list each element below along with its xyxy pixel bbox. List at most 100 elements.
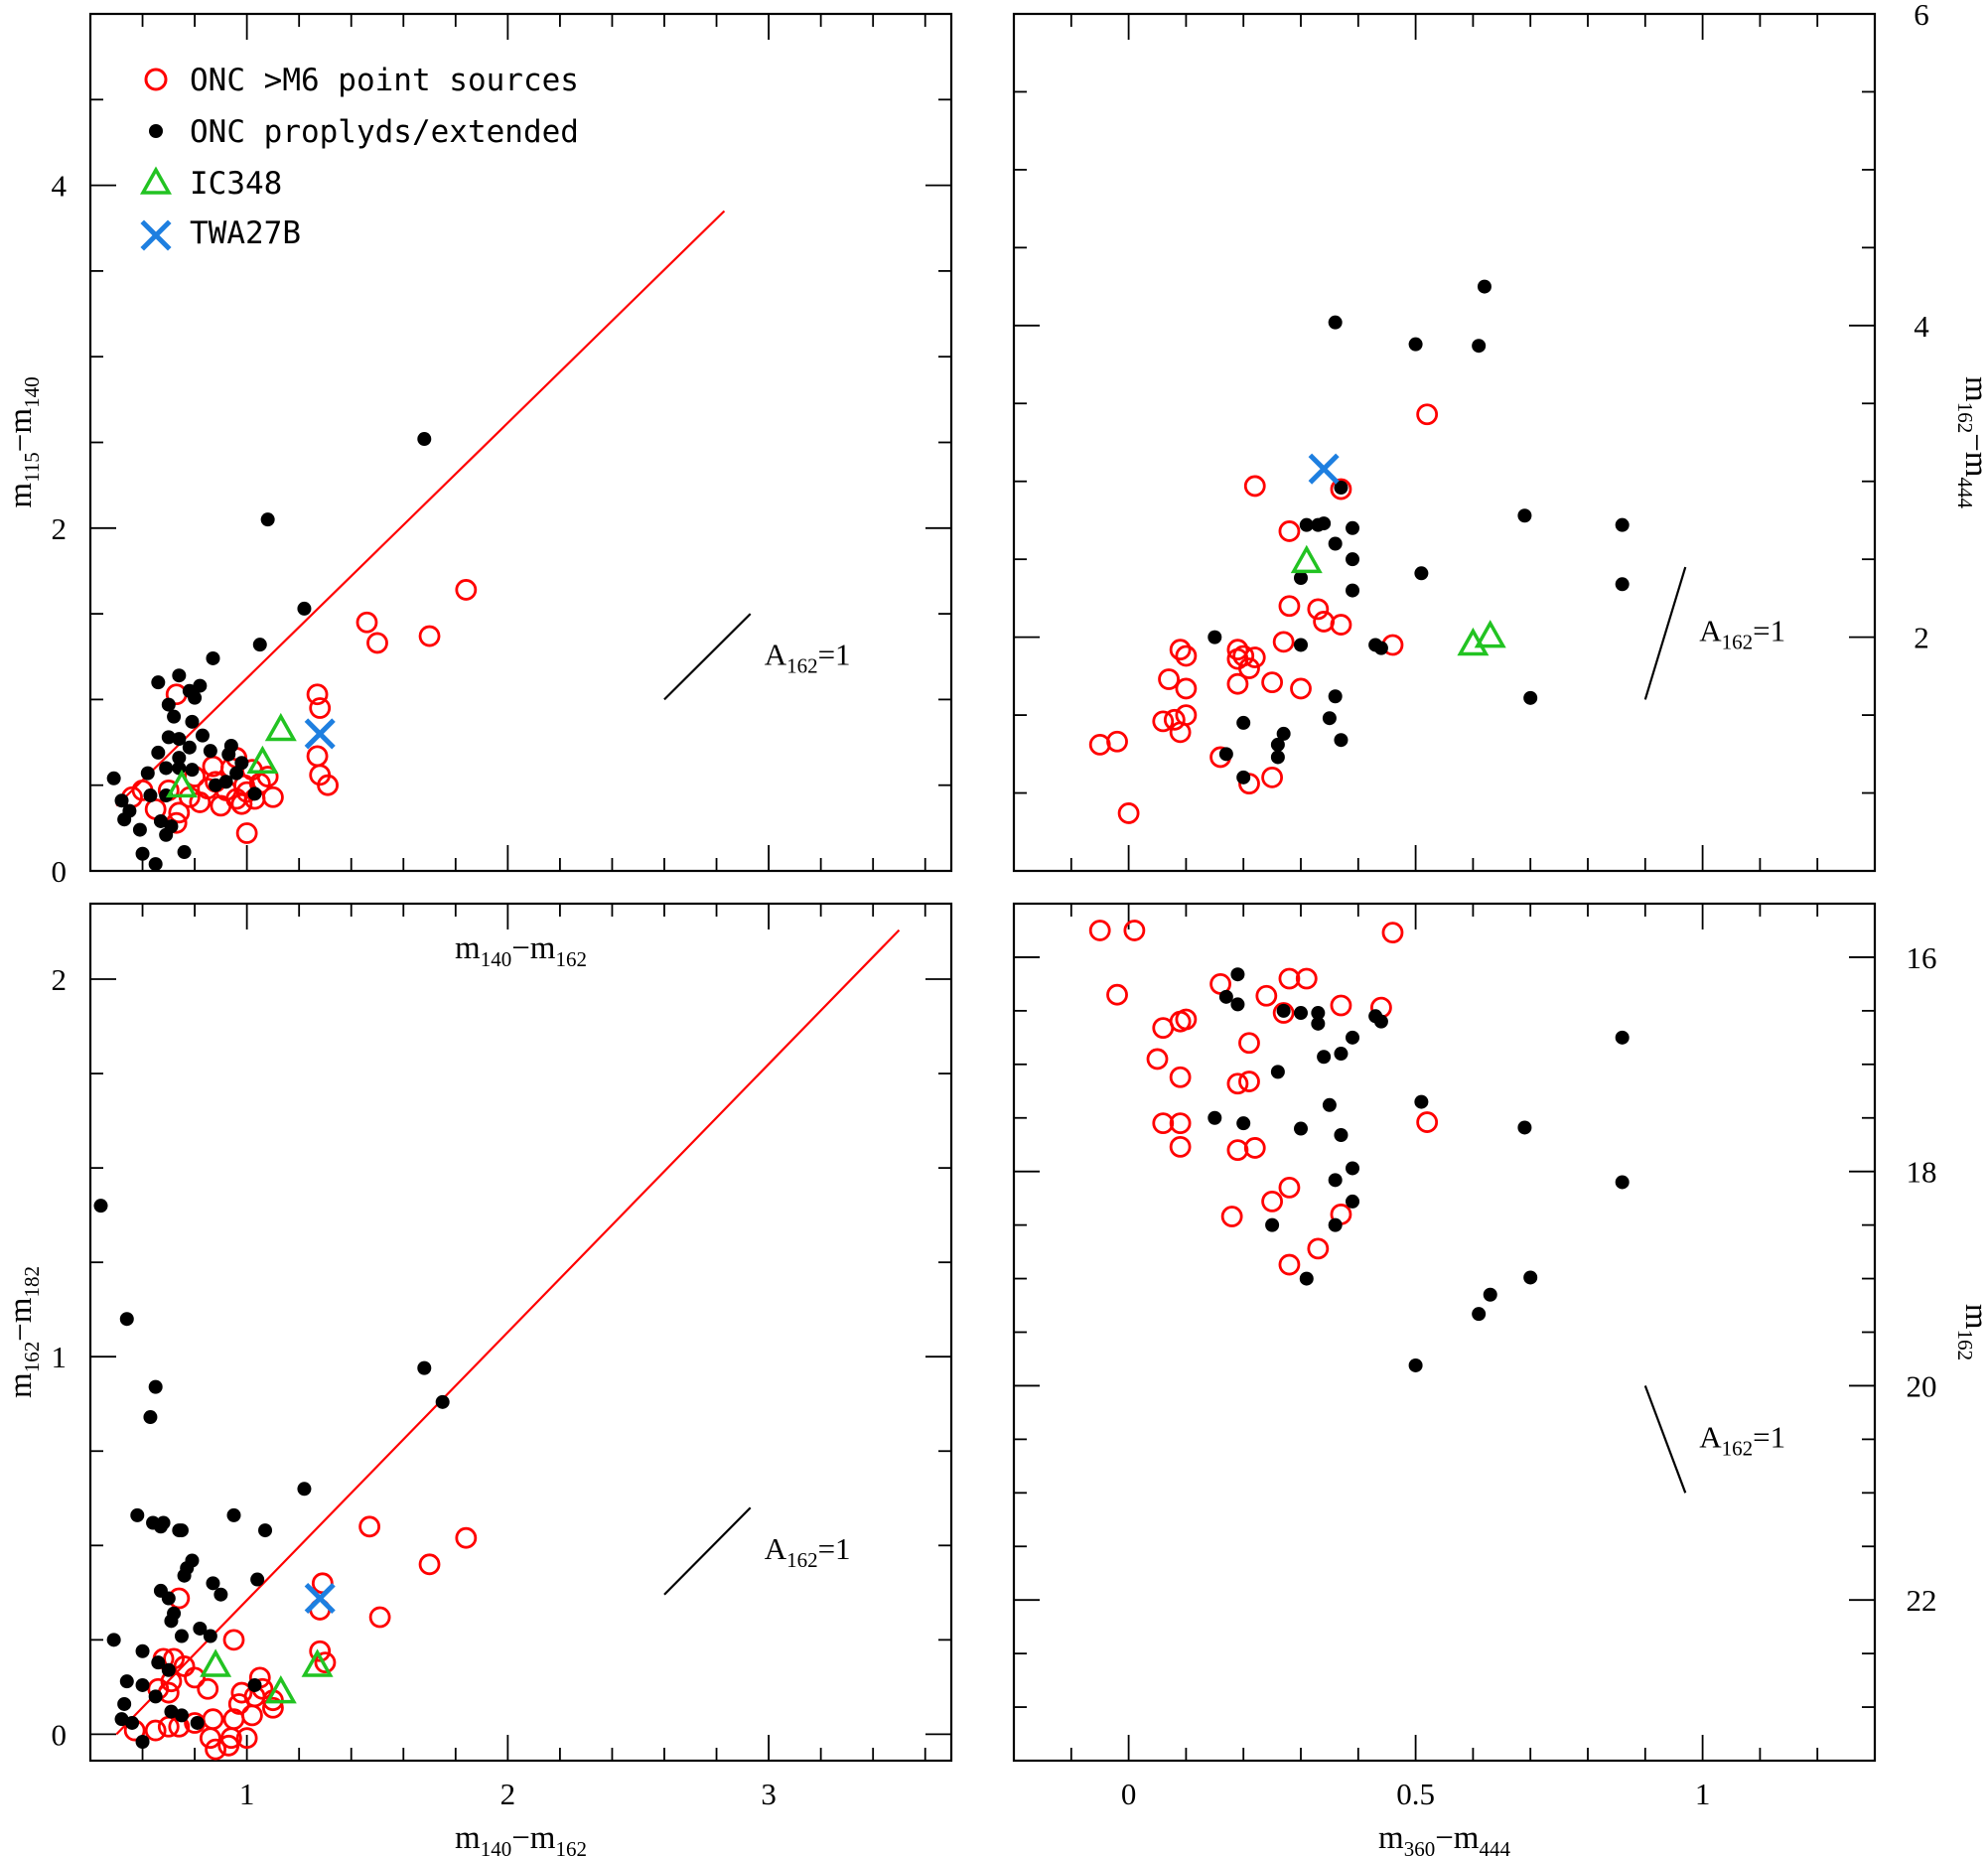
data-point-onc-proplyd [1472,1307,1487,1322]
y-tick-label: 20 [1907,1368,1937,1403]
data-point-onc-proplyd [203,744,217,759]
data-point-onc-proplyd [1322,1097,1337,1112]
data-point-onc-proplyd [106,771,121,785]
data-point-onc-proplyd [177,845,192,860]
data-point-onc-proplyd [435,1394,450,1409]
data-point-onc-proplyd [1615,1175,1630,1190]
data-point-twa27b [304,1582,336,1615]
data-point-onc-proplyd [1408,1357,1423,1372]
data-point-onc-proplyd [195,728,210,743]
data-point-onc-proplyd [135,846,150,861]
data-point-onc-proplyd [1615,1030,1630,1045]
data-point-onc-point-source [1088,920,1111,941]
data-point-onc-proplyd [1328,1173,1343,1188]
data-point-onc-point-source [368,1606,391,1629]
data-point-onc-proplyd [1346,520,1360,535]
reddening-vector [1643,566,1687,700]
data-point-onc-point-source [1330,994,1352,1017]
y-tick-label: 2 [52,962,68,997]
fit-line [115,210,726,807]
data-point-onc-point-source [1290,677,1312,700]
data-point-ic348 [264,712,297,742]
data-point-onc-proplyd [1517,508,1532,523]
data-point-onc-proplyd [1299,517,1314,532]
data-point-onc-proplyd [1299,1271,1314,1286]
data-point-onc-proplyd [164,1704,179,1719]
data-point-onc-proplyd [221,747,236,762]
data-point-onc-point-source [1169,1135,1192,1158]
data-point-onc-point-source [455,579,478,601]
data-point-onc-point-source [1226,639,1249,661]
data-point-onc-proplyd [140,766,155,781]
data-point-onc-point-source [235,1727,258,1750]
y-axis-label: m162 [1953,1304,1988,1360]
data-point-onc-point-source [317,774,339,796]
data-point-onc-proplyd [119,1674,134,1689]
data-point-onc-proplyd [218,775,233,789]
data-point-onc-point-source [1238,1032,1260,1055]
legend-label-ic348: IC348 [190,166,282,202]
data-point-onc-point-source [358,1515,381,1538]
data-point-onc-proplyd [143,1410,158,1425]
data-point-onc-point-source [355,611,378,634]
data-point-onc-point-source [1226,672,1249,695]
data-point-onc-proplyd [151,1655,166,1670]
data-point-onc-proplyd [151,745,166,760]
data-point-onc-point-source [418,1553,441,1576]
data-point-onc-proplyd [174,1629,189,1643]
x-axis-label: m140−m162 [455,1820,587,1856]
data-point-onc-proplyd [1276,1003,1291,1018]
plot-frame [88,902,953,1763]
data-point-onc-proplyd [1270,1065,1285,1079]
data-point-onc-proplyd [1230,997,1245,1012]
data-point-onc-proplyd [117,812,132,827]
data-point-onc-proplyd [1346,1030,1360,1045]
data-point-onc-point-source [1278,1253,1301,1276]
data-point-onc-proplyd [164,1614,179,1629]
data-point-onc-proplyd [143,788,158,803]
y-tick-label: 0 [52,854,68,889]
data-point-onc-point-source [1169,1112,1192,1135]
data-point-onc-proplyd [132,822,147,837]
data-point-onc-proplyd [206,1576,220,1591]
data-point-onc-point-source [1307,598,1330,621]
data-point-onc-point-source [222,1629,245,1651]
data-point-onc-proplyd [1334,1047,1349,1062]
data-point-onc-proplyd [226,1507,241,1522]
data-point-onc-point-source [1226,1139,1249,1162]
data-point-onc-point-source [1226,1072,1249,1095]
data-point-onc-point-source [366,632,388,654]
data-point-onc-proplyd [1615,517,1630,532]
data-point-onc-proplyd [1236,715,1251,730]
x-tick-label: 0 [1121,1777,1137,1811]
data-point-ic348 [1474,620,1506,648]
data-point-onc-proplyd [252,638,267,652]
reddening-vector [1643,1385,1687,1494]
data-point-onc-proplyd [1523,690,1538,705]
x-axis-label: m360−m444 [1378,1820,1510,1856]
data-point-twa27b [304,718,336,750]
plot-frame [1012,12,1877,873]
data-point-onc-proplyd [213,1587,228,1602]
data-point-onc-point-source [1106,730,1128,753]
data-point-onc-proplyd [161,697,176,712]
data-point-onc-proplyd [193,1621,208,1636]
data-point-onc-point-source [235,822,258,844]
y-tick-label: 4 [1914,309,1929,344]
data-point-onc-point-source [240,1704,263,1727]
data-point-onc-proplyd [1483,1287,1497,1302]
data-point-onc-proplyd [135,1643,150,1658]
data-point-onc-point-source [1088,734,1111,756]
data-point-onc-point-source [455,1526,478,1549]
data-point-onc-proplyd [1230,967,1245,982]
data-point-onc-proplyd [190,1715,205,1730]
reddening-vector-label: A162=1 [1699,614,1785,654]
data-point-onc-proplyd [234,756,249,771]
data-point-onc-proplyd [185,763,200,778]
data-point-onc-point-source [262,1696,284,1719]
data-point-onc-proplyd [417,432,432,447]
data-point-onc-point-source [1106,983,1128,1006]
data-point-onc-point-source [144,1719,167,1742]
data-point-onc-proplyd [114,793,129,808]
data-point-onc-point-source [1278,967,1301,990]
